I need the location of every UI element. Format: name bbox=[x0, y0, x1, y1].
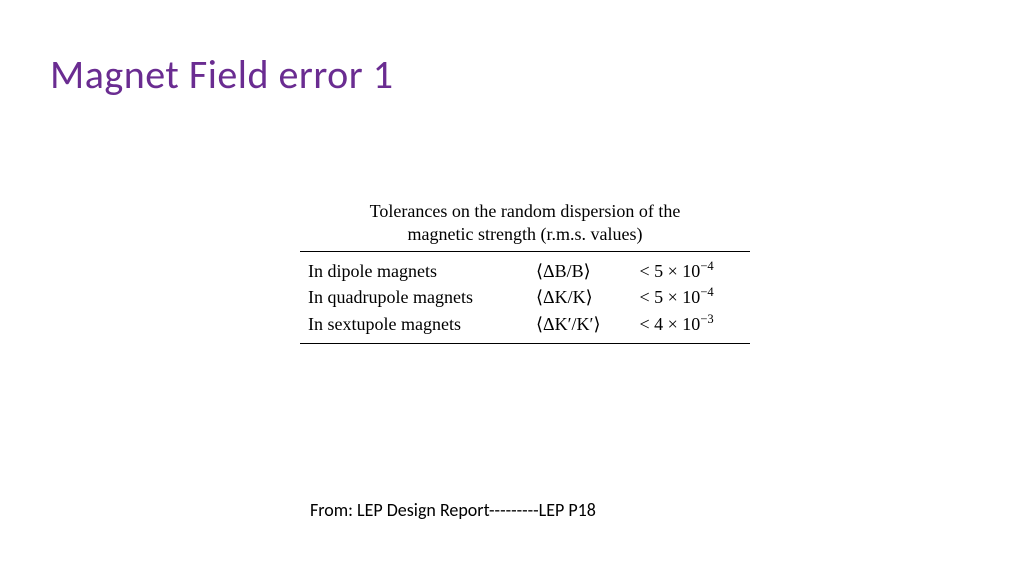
symbol-cell: ⟨ΔK′/K′⟩ bbox=[534, 311, 638, 337]
table-body: In dipole magnets ⟨ΔB/B⟩ < 5 × 10−4 In q… bbox=[300, 258, 750, 337]
value-cell: < 5 × 10−4 bbox=[638, 258, 751, 284]
caption-line-2: magnetic strength (r.m.s. values) bbox=[408, 224, 643, 244]
magnet-type-label: In quadrupole magnets bbox=[300, 284, 534, 310]
slide: Magnet Field error 1 Tolerances on the r… bbox=[0, 0, 1024, 576]
table-row: In quadrupole magnets ⟨ΔK/K⟩ < 5 × 10−4 bbox=[300, 284, 750, 310]
magnet-type-label: In dipole magnets bbox=[300, 258, 534, 284]
table-rule-bottom bbox=[300, 343, 750, 344]
source-footer: From: LEP Design Report---------LEP P18 bbox=[310, 499, 596, 521]
caption-line-1: Tolerances on the random dispersion of t… bbox=[370, 201, 681, 221]
table-row: In sextupole magnets ⟨ΔK′/K′⟩ < 4 × 10−3 bbox=[300, 311, 750, 337]
value-cell: < 4 × 10−3 bbox=[638, 311, 751, 337]
tolerance-table: Tolerances on the random dispersion of t… bbox=[300, 200, 750, 344]
table-rule-top bbox=[300, 251, 750, 252]
magnet-type-label: In sextupole magnets bbox=[300, 311, 534, 337]
page-title: Magnet Field error 1 bbox=[50, 50, 394, 99]
table-caption: Tolerances on the random dispersion of t… bbox=[300, 200, 750, 245]
symbol-cell: ⟨ΔK/K⟩ bbox=[534, 284, 638, 310]
table-row: In dipole magnets ⟨ΔB/B⟩ < 5 × 10−4 bbox=[300, 258, 750, 284]
value-cell: < 5 × 10−4 bbox=[638, 284, 751, 310]
symbol-cell: ⟨ΔB/B⟩ bbox=[534, 258, 638, 284]
